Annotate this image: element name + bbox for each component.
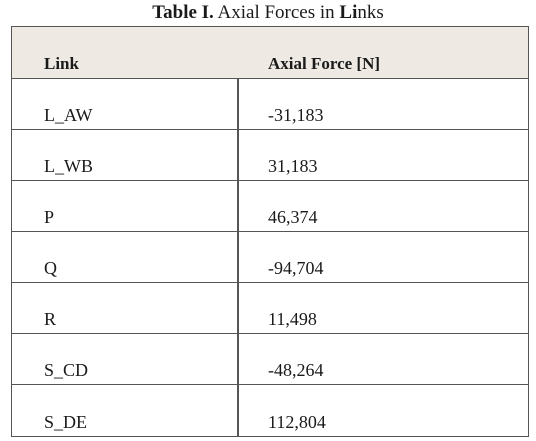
header-link: Link bbox=[44, 54, 79, 73]
axial-force-cell: 112,804 bbox=[268, 412, 326, 432]
axial-force-cell: 11,498 bbox=[268, 309, 317, 329]
table-row: S_CD -48,264 bbox=[12, 334, 528, 385]
caption-text-end: nks bbox=[357, 2, 384, 23]
axial-forces-table: Link Axial Force [N] L_AW -31,183 L_WB 3… bbox=[11, 26, 529, 437]
table-caption: Table I. Axial Forces in Links bbox=[0, 1, 536, 25]
axial-force-cell: 31,183 bbox=[268, 156, 318, 176]
axial-force-cell: -94,704 bbox=[268, 258, 324, 278]
header-axial-force: Axial Force [N] bbox=[268, 54, 381, 73]
link-cell: P bbox=[44, 207, 55, 227]
table-row: S_DE 112,804 bbox=[12, 385, 528, 436]
axial-force-cell: 46,374 bbox=[268, 207, 318, 227]
table-number: Table I. bbox=[152, 2, 214, 23]
caption-text-bold: Li bbox=[339, 2, 358, 23]
caption-text: Axial Forces in bbox=[213, 2, 340, 23]
axial-force-cell: -48,264 bbox=[268, 360, 324, 380]
link-cell: R bbox=[44, 309, 57, 329]
table-header-row: Link Axial Force [N] bbox=[12, 27, 528, 79]
table-row: R 11,498 bbox=[12, 283, 528, 334]
link-cell: L_WB bbox=[44, 156, 93, 176]
link-cell: S_DE bbox=[44, 412, 88, 432]
link-cell: S_CD bbox=[44, 360, 89, 380]
link-cell: Q bbox=[44, 258, 57, 278]
table-row: L_WB 31,183 bbox=[12, 130, 528, 181]
axial-force-cell: -31,183 bbox=[268, 105, 324, 125]
link-cell: L_AW bbox=[44, 105, 93, 125]
table-row: Q -94,704 bbox=[12, 232, 528, 283]
table-row: P 46,374 bbox=[12, 181, 528, 232]
table-row: L_AW -31,183 bbox=[12, 79, 528, 130]
